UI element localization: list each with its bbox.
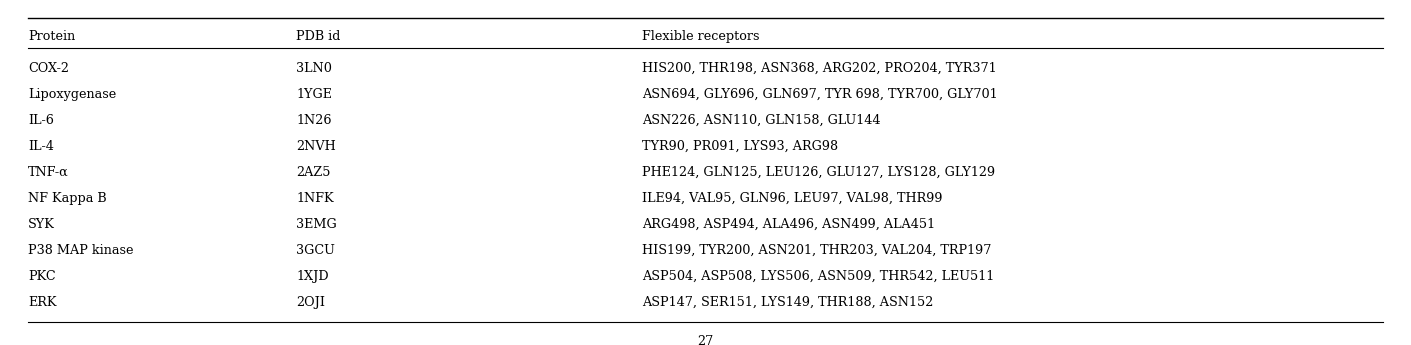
Text: ASN226, ASN110, GLN158, GLU144: ASN226, ASN110, GLN158, GLU144 bbox=[642, 114, 880, 127]
Text: ASP504, ASP508, LYS506, ASN509, THR542, LEU511: ASP504, ASP508, LYS506, ASN509, THR542, … bbox=[642, 270, 995, 283]
Text: P38 MAP kinase: P38 MAP kinase bbox=[28, 244, 134, 257]
Text: 1YGE: 1YGE bbox=[296, 88, 333, 101]
Text: Flexible receptors: Flexible receptors bbox=[642, 30, 759, 43]
Text: 3EMG: 3EMG bbox=[296, 218, 337, 231]
Text: ASP147, SER151, LYS149, THR188, ASN152: ASP147, SER151, LYS149, THR188, ASN152 bbox=[642, 296, 934, 309]
Text: 1NFK: 1NFK bbox=[296, 192, 334, 205]
Text: PHE124, GLN125, LEU126, GLU127, LYS128, GLY129: PHE124, GLN125, LEU126, GLU127, LYS128, … bbox=[642, 166, 995, 179]
Text: 1N26: 1N26 bbox=[296, 114, 332, 127]
Text: COX-2: COX-2 bbox=[28, 62, 69, 75]
Text: 3GCU: 3GCU bbox=[296, 244, 336, 257]
Text: TYR90, PR091, LYS93, ARG98: TYR90, PR091, LYS93, ARG98 bbox=[642, 140, 838, 153]
Text: NF Kappa B: NF Kappa B bbox=[28, 192, 107, 205]
Text: HIS199, TYR200, ASN201, THR203, VAL204, TRP197: HIS199, TYR200, ASN201, THR203, VAL204, … bbox=[642, 244, 992, 257]
Text: SYK: SYK bbox=[28, 218, 55, 231]
Text: ASN694, GLY696, GLN697, TYR 698, TYR700, GLY701: ASN694, GLY696, GLN697, TYR 698, TYR700,… bbox=[642, 88, 998, 101]
Text: HIS200, THR198, ASN368, ARG202, PRO204, TYR371: HIS200, THR198, ASN368, ARG202, PRO204, … bbox=[642, 62, 996, 75]
Text: 2OJI: 2OJI bbox=[296, 296, 326, 309]
Text: PDB id: PDB id bbox=[296, 30, 340, 43]
Text: ERK: ERK bbox=[28, 296, 56, 309]
Text: 2NVH: 2NVH bbox=[296, 140, 336, 153]
Text: 3LN0: 3LN0 bbox=[296, 62, 332, 75]
Text: 27: 27 bbox=[697, 335, 714, 345]
Text: PKC: PKC bbox=[28, 270, 56, 283]
Text: TNF-α: TNF-α bbox=[28, 166, 69, 179]
Text: Lipoxygenase: Lipoxygenase bbox=[28, 88, 117, 101]
Text: Protein: Protein bbox=[28, 30, 75, 43]
Text: 2AZ5: 2AZ5 bbox=[296, 166, 330, 179]
Text: 1XJD: 1XJD bbox=[296, 270, 329, 283]
Text: IL-4: IL-4 bbox=[28, 140, 54, 153]
Text: ILE94, VAL95, GLN96, LEU97, VAL98, THR99: ILE94, VAL95, GLN96, LEU97, VAL98, THR99 bbox=[642, 192, 943, 205]
Text: ARG498, ASP494, ALA496, ASN499, ALA451: ARG498, ASP494, ALA496, ASN499, ALA451 bbox=[642, 218, 935, 231]
Text: IL-6: IL-6 bbox=[28, 114, 54, 127]
